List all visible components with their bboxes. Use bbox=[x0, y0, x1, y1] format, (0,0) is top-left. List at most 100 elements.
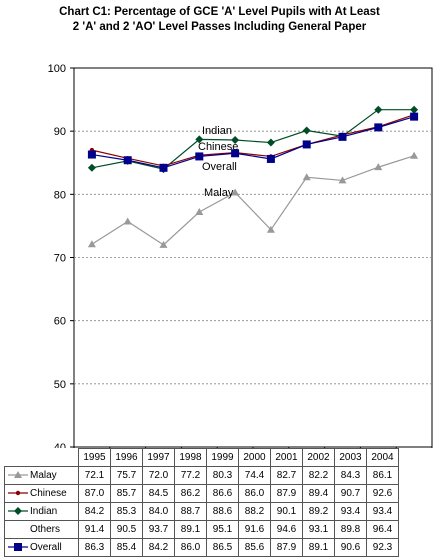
data-label: 93.4 bbox=[366, 502, 399, 521]
data-label: 84.2 bbox=[78, 502, 111, 521]
series-line-overall bbox=[91, 116, 415, 169]
data-label: 85.7 bbox=[110, 484, 143, 503]
marker-malay bbox=[231, 188, 240, 196]
data-label: 93.7 bbox=[142, 520, 175, 539]
x-tick-label: 2001 bbox=[270, 448, 303, 467]
data-label: 84.5 bbox=[142, 484, 175, 503]
legend-key bbox=[8, 488, 28, 498]
marker-malay bbox=[159, 240, 168, 248]
marker-indian bbox=[231, 136, 240, 145]
table-row: Malay 72.1 75.7 72.0 77.2 80.3 74.4 82.7 82.2 84.… bbox=[4, 466, 399, 485]
legend-key bbox=[8, 470, 28, 480]
data-label: 74.4 bbox=[238, 466, 271, 485]
data-label: 88.6 bbox=[206, 502, 239, 521]
data-label: 93.1 bbox=[302, 520, 335, 539]
marker-malay bbox=[87, 240, 96, 248]
legend-key bbox=[8, 542, 28, 552]
data-label: 85.4 bbox=[110, 538, 143, 557]
table-row: Others 91.4 90.5 93.7 89.1 95.1 91.6 94.6 93.1 89… bbox=[4, 520, 399, 539]
marker-overall bbox=[266, 154, 275, 163]
data-label: 90.1 bbox=[270, 502, 303, 521]
marker-chinese bbox=[15, 491, 21, 496]
marker-malay bbox=[338, 176, 347, 184]
x-tick-label: 1995 bbox=[78, 448, 111, 467]
data-label: 72.0 bbox=[142, 466, 175, 485]
table-row: Overall 86.3 85.4 84.2 86.0 86.5 85.6 87.9 89.1 9… bbox=[4, 538, 399, 557]
data-label: 87.9 bbox=[270, 484, 303, 503]
data-label: 87.9 bbox=[270, 538, 303, 557]
marker-malay bbox=[195, 208, 204, 216]
data-label: 93.4 bbox=[334, 502, 367, 521]
data-label: 86.5 bbox=[206, 538, 239, 557]
legend-label: Others bbox=[30, 524, 61, 535]
marker-indian bbox=[374, 105, 383, 114]
data-label: 95.1 bbox=[206, 520, 239, 539]
x-tick-label: 2004 bbox=[366, 448, 399, 467]
annotation-chinese: Chinese bbox=[198, 141, 238, 153]
data-label: 91.4 bbox=[78, 520, 111, 539]
data-label: 89.8 bbox=[334, 520, 367, 539]
marker-indian bbox=[266, 138, 275, 147]
legend-key bbox=[8, 506, 28, 516]
marker-malay bbox=[266, 225, 275, 233]
table-corner bbox=[5, 449, 79, 467]
marker-malay bbox=[302, 173, 311, 181]
x-tick-label: 2000 bbox=[238, 448, 271, 467]
plot-area bbox=[73, 67, 433, 448]
y-tick-label: 70 bbox=[54, 253, 66, 265]
marker-overall bbox=[231, 149, 240, 158]
legend-label: Malay bbox=[30, 470, 57, 481]
marker-malay bbox=[410, 151, 419, 159]
marker-indian bbox=[302, 126, 311, 135]
data-label: 88.7 bbox=[174, 502, 207, 521]
line-chart: 40 50 60 70 80 90 100 Indian Chinese Overall Malay bbox=[48, 63, 433, 448]
marker-overall bbox=[338, 132, 347, 141]
marker-malay bbox=[374, 163, 383, 171]
marker-indian bbox=[87, 163, 96, 172]
data-label: 86.0 bbox=[238, 484, 271, 503]
marker-indian bbox=[410, 105, 419, 114]
data-label: 86.2 bbox=[174, 484, 207, 503]
data-label: 86.6 bbox=[206, 484, 239, 503]
data-label: 82.7 bbox=[270, 466, 303, 485]
x-tick-label: 2003 bbox=[334, 448, 367, 467]
chart-subtitle: 2 'A' and 2 'AO' Level Passes Including … bbox=[72, 21, 367, 33]
data-label: 86.0 bbox=[174, 538, 207, 557]
series-line-indian bbox=[91, 109, 415, 170]
marker-overall bbox=[374, 123, 383, 132]
data-label: 86.1 bbox=[366, 466, 399, 485]
legend-label: Chinese bbox=[30, 488, 67, 499]
chart-title: Chart C1: Percentage of GCE 'A' Level Pu… bbox=[59, 6, 380, 18]
annotation-overall: Overall bbox=[202, 161, 237, 173]
legend-entry: Chinese bbox=[4, 484, 79, 503]
data-label: 96.4 bbox=[366, 520, 399, 539]
legend-entry: Malay bbox=[4, 466, 79, 485]
data-label: 75.7 bbox=[110, 466, 143, 485]
data-label: 89.1 bbox=[174, 520, 207, 539]
y-tick-label: 100 bbox=[48, 63, 66, 75]
data-label: 89.2 bbox=[302, 502, 335, 521]
data-label: 89.4 bbox=[302, 484, 335, 503]
annotation-malay: Malay bbox=[204, 187, 234, 199]
x-tick-label: 1999 bbox=[206, 448, 239, 467]
y-tick-label: 50 bbox=[54, 379, 66, 391]
marker-malay bbox=[14, 471, 22, 479]
marker-malay bbox=[123, 217, 132, 225]
marker-overall bbox=[410, 112, 419, 121]
data-label: 90.5 bbox=[110, 520, 143, 539]
legend-label: Overall bbox=[30, 542, 62, 553]
data-label: 90.7 bbox=[334, 484, 367, 503]
data-label: 92.6 bbox=[366, 484, 399, 503]
data-label: 82.2 bbox=[302, 466, 335, 485]
series-line-malay bbox=[91, 155, 415, 246]
data-label: 77.2 bbox=[174, 466, 207, 485]
data-label: 84.2 bbox=[142, 538, 175, 557]
marker-indian bbox=[195, 135, 204, 144]
data-label: 84.0 bbox=[142, 502, 175, 521]
data-label: 88.2 bbox=[238, 502, 271, 521]
marker-overall bbox=[123, 156, 132, 165]
data-label: 84.3 bbox=[334, 466, 367, 485]
x-tick-label: 1996 bbox=[110, 448, 143, 467]
data-label: 91.6 bbox=[238, 520, 271, 539]
table-row: Chinese 87.0 85.7 84.5 86.2 86.6 86.0 87.9 89.4 9… bbox=[4, 484, 399, 503]
